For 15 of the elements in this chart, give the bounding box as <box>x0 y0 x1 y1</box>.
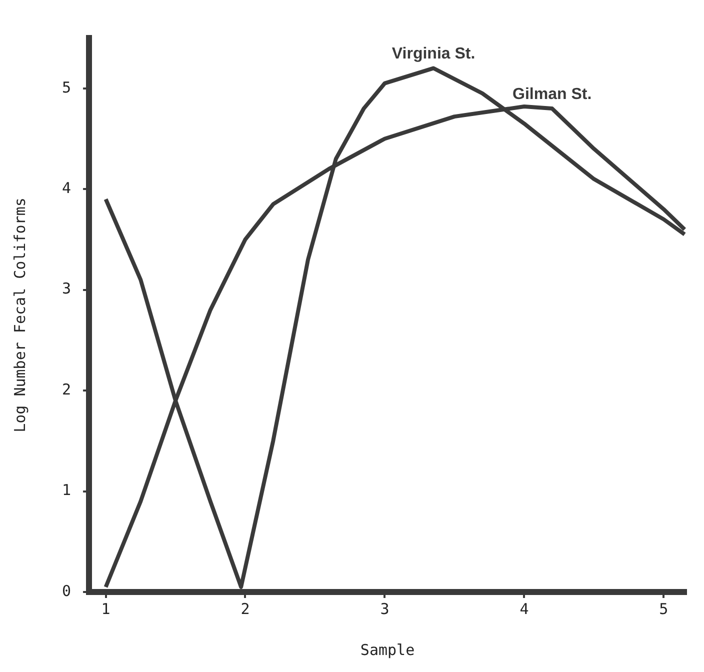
y-tick-label: 2 <box>62 380 72 398</box>
y-axis-title: Log Number Fecal Coliforms <box>10 198 29 432</box>
x-tick-label: 3 <box>380 600 390 618</box>
y-tick-label: 3 <box>62 280 72 298</box>
x-axis-title: Sample <box>360 640 415 659</box>
y-tick-label: 5 <box>62 78 72 96</box>
y-tick-label: 0 <box>62 582 72 600</box>
series-label: Gilman St. <box>512 86 592 103</box>
series-label: Virginia St. <box>392 46 476 63</box>
x-tick-label: 5 <box>659 600 668 618</box>
y-tick-label: 1 <box>62 481 72 500</box>
x-tick-label: 2 <box>240 600 250 618</box>
x-tick-label: 1 <box>101 600 110 618</box>
x-tick-label: 4 <box>520 600 529 618</box>
y-tick-label: 4 <box>62 178 72 197</box>
